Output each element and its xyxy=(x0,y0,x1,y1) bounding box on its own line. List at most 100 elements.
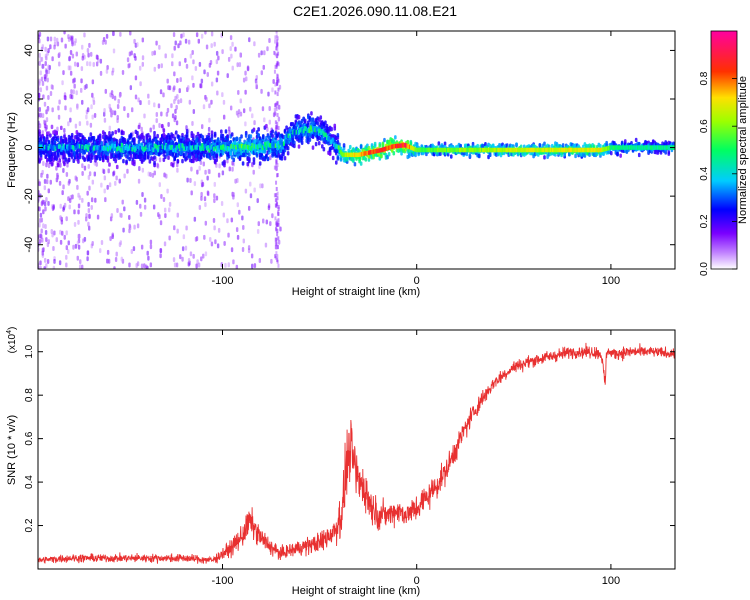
spectrogram-ridge-cell xyxy=(360,151,363,157)
spectrogram-ridge-cell xyxy=(181,143,184,148)
spectrogram-noise-cell xyxy=(229,105,233,111)
spectrogram-ridge-cell xyxy=(496,147,499,153)
spectrogram-cell xyxy=(176,159,180,164)
spectrogram-noise-cell xyxy=(45,179,49,185)
spectrogram-noise-cell xyxy=(86,120,89,126)
spectrogram-ridge-cell xyxy=(171,144,174,150)
spectrogram-noise-cell xyxy=(273,165,276,170)
spectrogram-noise-cell xyxy=(70,89,73,95)
spectrogram-ridge-cell xyxy=(425,147,428,153)
spectrogram-noise-cell xyxy=(74,61,77,67)
spectrogram-noise-cell xyxy=(170,103,173,109)
snr-x-tick-label: -100 xyxy=(211,575,233,587)
spectrogram-noise-cell xyxy=(65,262,68,268)
spectrogram-ridge-cell xyxy=(638,145,641,150)
spectrogram-noise-cell xyxy=(123,106,126,112)
spectrogram-ridge-cell xyxy=(137,144,140,149)
spectrogram-ridge-cell xyxy=(563,147,566,153)
spectrogram-ridge-cell xyxy=(74,145,77,151)
spectrogram-ridge-cell xyxy=(359,152,362,157)
spectrogram-noise-cell xyxy=(67,249,70,255)
spectrogram-ridge-cell xyxy=(567,147,570,153)
spectrogram-noise-cell xyxy=(213,181,216,187)
spectrogram-ridge-cell xyxy=(508,147,511,153)
spectrogram-ridge-cell xyxy=(393,144,396,149)
spectrogram-ridge-cell xyxy=(42,146,45,151)
spectrogram-noise-cell xyxy=(143,204,147,210)
spectrogram-noise-cell xyxy=(215,77,219,83)
spectrogram-noise-cell xyxy=(71,194,74,200)
spectrogram-noise-cell xyxy=(59,239,63,245)
spectrogram-noise-cell xyxy=(220,201,224,207)
spectrogram-ridge-cell xyxy=(301,128,304,133)
spectrogram-cell xyxy=(63,161,66,167)
spectrogram-noise-cell xyxy=(39,70,42,76)
spectrogram-noise-cell xyxy=(117,98,120,104)
spectrogram-ridge-cell xyxy=(505,147,508,153)
spectrogram-noise-cell xyxy=(49,179,52,185)
spectrogram-cell xyxy=(50,124,54,130)
spectrogram-ridge-cell xyxy=(295,129,298,135)
spectrogram-noise-cell xyxy=(43,266,46,269)
spectrogram-ridge-cell xyxy=(54,146,57,151)
spectrogram-ridge-cell xyxy=(139,145,142,151)
spectrogram-cell xyxy=(247,157,251,162)
spectrogram-noise-cell xyxy=(111,70,114,76)
spectrogram-cell xyxy=(409,141,413,146)
spectrogram-cell xyxy=(311,117,315,123)
spectrogram-ridge-cell xyxy=(667,145,670,150)
spectrogram-noise-cell xyxy=(276,74,279,79)
spectrogram-noise-cell xyxy=(266,46,269,52)
spectrogram-noise-cell xyxy=(104,88,108,94)
spectrogram-ridge-cell xyxy=(568,147,571,153)
spectrogram-ridge-cell xyxy=(226,145,229,151)
spectrogram-ridge-cell xyxy=(291,133,294,139)
spectrogram-noise-cell xyxy=(128,262,131,268)
spectrogram-noise-cell xyxy=(151,50,154,56)
spectrogram-noise-cell xyxy=(45,197,48,203)
spectrogram-ridge-cell xyxy=(244,144,247,149)
spectrogram-ridge-cell xyxy=(497,147,500,153)
spectrogram-ridge-cell xyxy=(626,145,629,150)
spectrogram-ridge-cell xyxy=(288,135,291,140)
spectrogram-noise-cell xyxy=(153,66,156,72)
spectrogram-ridge-cell xyxy=(103,145,106,150)
spectrogram-cell xyxy=(83,157,86,162)
spectrogram-ridge-cell xyxy=(129,144,132,149)
spectrogram-noise-cell xyxy=(276,191,279,196)
spectrogram-ridge-cell xyxy=(105,143,108,148)
spectrogram-noise-cell xyxy=(200,191,203,197)
snr-series-line xyxy=(38,342,675,564)
spectrogram-cell xyxy=(162,128,166,133)
spectrogram-ridge-cell xyxy=(536,147,539,153)
spectrogram-ridge-cell xyxy=(648,145,651,150)
spectrogram-noise-cell xyxy=(173,85,176,91)
spectrogram-ridge-cell xyxy=(113,143,116,149)
spectrogram-noise-cell xyxy=(136,42,139,48)
spectrogram-ridge-cell xyxy=(480,147,483,153)
spectrogram-cell xyxy=(307,120,310,125)
spectrogram-noise-cell xyxy=(175,262,179,268)
spectrogram-ridge-cell xyxy=(588,147,591,153)
spectrogram-noise-cell xyxy=(139,211,143,217)
spectrogram-ridge-cell xyxy=(40,144,43,149)
spectrogram-cell xyxy=(543,155,546,160)
spectrogram-ridge-cell xyxy=(378,148,381,153)
spectrogram-noise-cell xyxy=(276,39,279,44)
spectrogram-ridge-cell xyxy=(64,144,67,150)
spectrogram-noise-cell xyxy=(272,78,275,84)
spectrogram-noise-cell xyxy=(275,31,278,34)
spectrogram-noise-cell xyxy=(227,126,231,132)
spectrogram-ridge-cell xyxy=(464,147,467,153)
spectrogram-ridge-cell xyxy=(597,147,600,153)
spectrogram-ridge-cell xyxy=(119,147,122,153)
spectrogram-cell xyxy=(213,131,217,137)
spectrogram-noise-cell xyxy=(241,215,244,221)
spectrogram-noise-cell xyxy=(176,77,179,83)
spectrogram-noise-cell xyxy=(189,251,193,257)
spectrogram-noise-cell xyxy=(237,112,240,118)
spectrogram-noise-cell xyxy=(249,181,252,187)
spectrogram-ridge-cell xyxy=(562,147,565,153)
spectrogram-ridge-cell xyxy=(557,147,560,153)
